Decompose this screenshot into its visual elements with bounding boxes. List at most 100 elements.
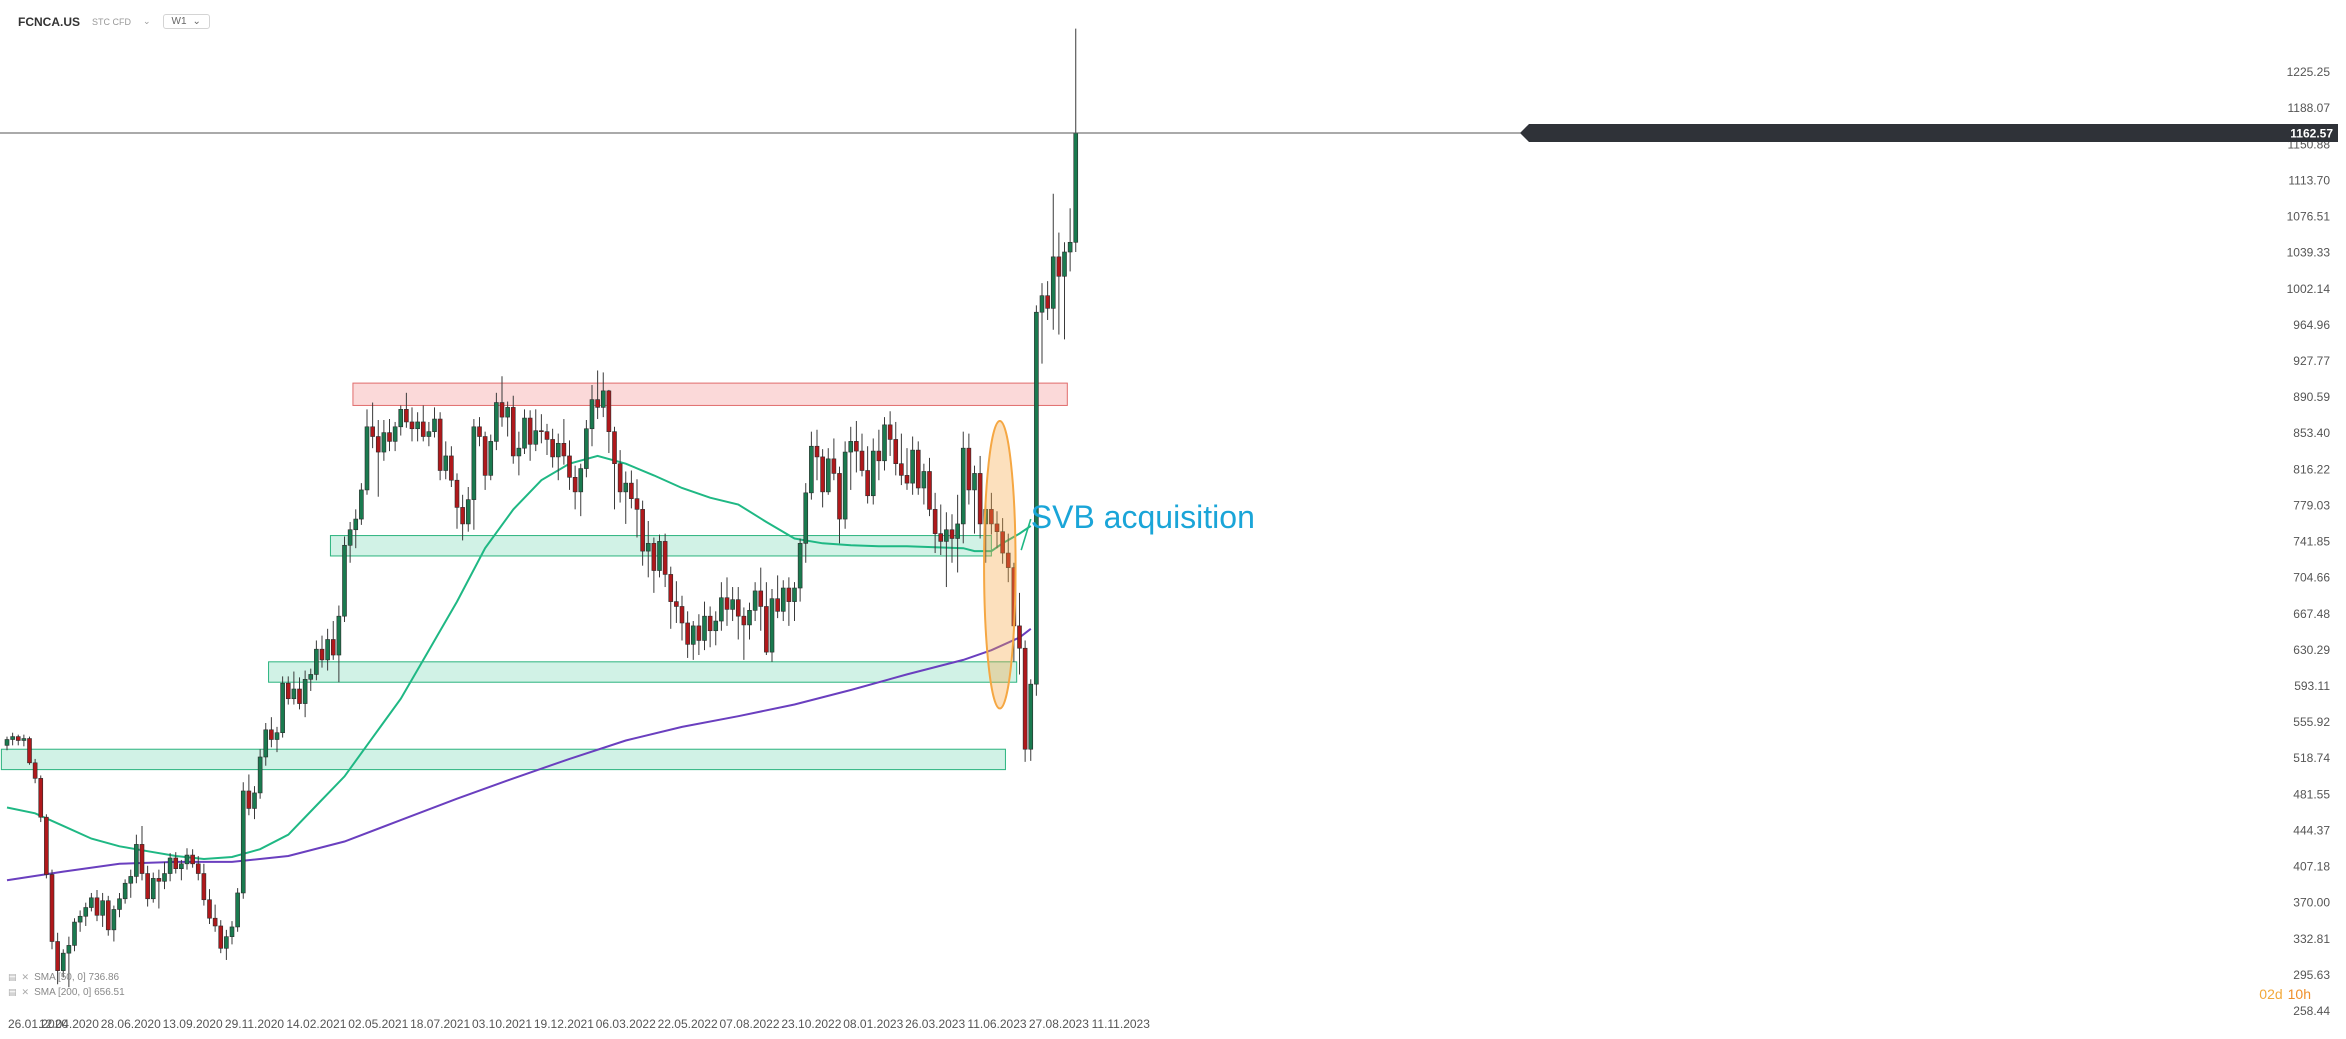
candle[interactable] — [1062, 242, 1067, 340]
candle[interactable] — [94, 890, 100, 922]
candle[interactable] — [27, 736, 32, 765]
candle[interactable] — [381, 420, 387, 461]
candle[interactable] — [190, 849, 195, 868]
candle[interactable] — [449, 446, 454, 488]
candle[interactable] — [443, 441, 449, 480]
settings-icon[interactable]: ▤ — [8, 972, 17, 982]
candle[interactable] — [713, 611, 719, 646]
candle[interactable] — [1017, 592, 1022, 675]
candle[interactable] — [263, 723, 269, 766]
candle[interactable] — [1022, 640, 1028, 762]
candle[interactable] — [252, 786, 257, 820]
candle[interactable] — [944, 512, 949, 588]
candle[interactable] — [392, 421, 398, 452]
candle[interactable] — [915, 441, 921, 495]
candle[interactable] — [364, 409, 370, 495]
candle[interactable] — [634, 479, 640, 538]
candle[interactable] — [488, 434, 494, 481]
candle[interactable] — [780, 580, 786, 622]
candle[interactable] — [32, 758, 38, 784]
candle[interactable] — [893, 421, 899, 476]
candle[interactable] — [477, 417, 482, 447]
candle[interactable] — [775, 575, 780, 619]
candle[interactable] — [1045, 281, 1050, 320]
candle[interactable] — [837, 466, 842, 544]
candle[interactable] — [567, 440, 572, 490]
candle[interactable] — [375, 420, 381, 497]
candle[interactable] — [72, 918, 77, 952]
candle[interactable] — [426, 421, 432, 447]
candle[interactable] — [173, 852, 179, 874]
candle[interactable] — [83, 902, 89, 926]
candle[interactable] — [589, 385, 595, 447]
candle[interactable] — [330, 621, 336, 660]
candle[interactable] — [195, 856, 201, 881]
candle[interactable] — [645, 521, 651, 578]
candle[interactable] — [482, 431, 488, 490]
candle[interactable] — [1028, 679, 1034, 761]
candle[interactable] — [865, 446, 870, 504]
legend-sma-50[interactable]: ▤ ✕ SMA [50, 0] 736.86 — [8, 972, 119, 983]
support-zone[interactable] — [268, 661, 1018, 683]
candle[interactable] — [572, 465, 578, 510]
candle[interactable] — [623, 471, 629, 524]
candle[interactable] — [758, 567, 764, 631]
sma-50-line[interactable] — [6, 454, 1032, 861]
candle[interactable] — [179, 859, 184, 881]
candle[interactable] — [285, 676, 291, 705]
settings-icon[interactable]: ▤ — [8, 987, 17, 997]
candle[interactable] — [690, 621, 696, 660]
candle[interactable] — [595, 370, 600, 420]
candle[interactable] — [882, 417, 887, 471]
candle[interactable] — [966, 433, 972, 505]
candle[interactable] — [359, 483, 364, 525]
candle[interactable] — [1056, 232, 1062, 335]
close-icon[interactable]: ✕ — [21, 987, 30, 997]
candle[interactable] — [201, 863, 207, 906]
candle[interactable] — [584, 420, 589, 478]
candle[interactable] — [662, 533, 668, 588]
candle[interactable] — [274, 726, 280, 753]
candle[interactable] — [454, 473, 460, 529]
candle[interactable] — [156, 869, 162, 909]
candle[interactable] — [927, 457, 932, 517]
candle[interactable] — [409, 407, 415, 442]
candle[interactable] — [60, 949, 66, 978]
candle[interactable] — [269, 717, 274, 748]
candle[interactable] — [235, 888, 240, 932]
candle[interactable] — [516, 431, 522, 476]
candle[interactable] — [724, 577, 730, 626]
candle[interactable] — [145, 865, 150, 907]
candle[interactable] — [387, 419, 392, 452]
candle[interactable] — [899, 433, 904, 486]
candle[interactable] — [291, 671, 297, 705]
candle[interactable] — [539, 414, 544, 444]
candle[interactable] — [297, 677, 302, 710]
candle[interactable] — [820, 449, 825, 508]
candle[interactable] — [769, 588, 775, 662]
candle[interactable] — [150, 872, 156, 903]
candle[interactable] — [325, 628, 330, 671]
candle[interactable] — [702, 601, 707, 651]
candle[interactable] — [735, 587, 741, 640]
candle[interactable] — [797, 538, 803, 602]
candle[interactable] — [606, 389, 612, 454]
candle[interactable] — [184, 848, 190, 870]
candle[interactable] — [533, 409, 539, 452]
candle[interactable] — [55, 932, 60, 985]
candle[interactable] — [578, 463, 584, 517]
candle[interactable] — [494, 392, 499, 451]
candle[interactable] — [629, 470, 634, 509]
candle[interactable] — [1073, 28, 1079, 252]
candle[interactable] — [764, 582, 769, 656]
candle[interactable] — [432, 407, 437, 438]
candle[interactable] — [730, 587, 735, 622]
candle[interactable] — [904, 448, 910, 490]
candle[interactable] — [792, 582, 797, 622]
candle[interactable] — [803, 483, 809, 563]
candle[interactable] — [314, 640, 319, 681]
timeframe-selector[interactable]: W1 ⌄ — [162, 14, 210, 29]
candle[interactable] — [555, 433, 561, 481]
candle[interactable] — [640, 500, 645, 566]
candle[interactable] — [949, 514, 955, 563]
